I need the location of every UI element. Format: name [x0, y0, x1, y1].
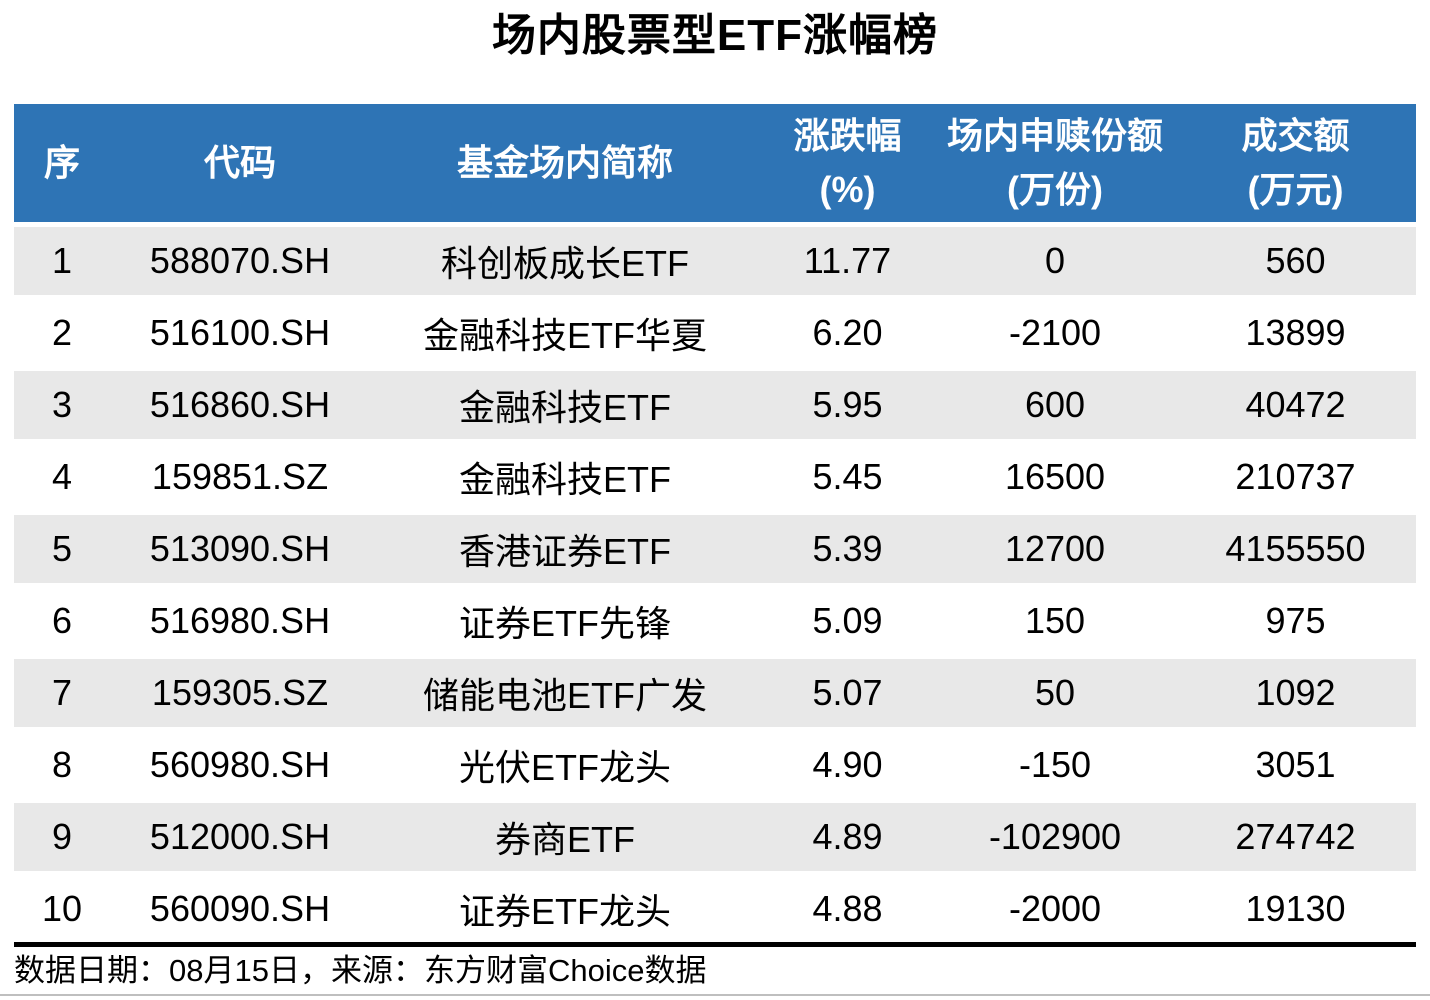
cell-redemption-shares: -102900 [935, 800, 1175, 875]
cell-code: 512000.SH [110, 800, 370, 875]
table-row: 9 512000.SH 券商ETF 4.89 -102900 274742 [14, 800, 1416, 875]
cell-redemption-shares: 150 [935, 584, 1175, 659]
source-note: 数据日期：08月15日，来源：东方财富Choice数据 [14, 953, 707, 988]
table-row: 6 516980.SH 证券ETF先锋 5.09 150 975 [14, 584, 1416, 659]
cell-fund-name: 金融科技ETF [370, 440, 760, 515]
cell-seq: 4 [14, 440, 110, 515]
table-row: 3 516860.SH 金融科技ETF 5.95 600 40472 [14, 368, 1416, 443]
cell-change-pct: 6.20 [760, 296, 935, 371]
cell-change-pct: 4.88 [760, 872, 935, 947]
cell-redemption-shares: -2000 [935, 872, 1175, 947]
cell-redemption-shares: 12700 [935, 512, 1175, 587]
cell-change-pct: 4.90 [760, 728, 935, 803]
cell-seq: 10 [14, 872, 110, 947]
col-header-change-pct: 涨跌幅 (%) [760, 104, 935, 227]
cell-fund-name: 光伏ETF龙头 [370, 728, 760, 803]
etf-ranking-table: 序 代码 基金场内简称 涨跌幅 (%) 场内申赎份额 (万份) 成交额 [14, 104, 1416, 947]
cell-redemption-shares: -2100 [935, 296, 1175, 371]
col-header-fund-name: 基金场内简称 [370, 104, 760, 227]
col-header-change-pct-label: 涨跌幅 [793, 115, 902, 156]
cell-seq: 6 [14, 584, 110, 659]
table-header-row: 序 代码 基金场内简称 涨跌幅 (%) 场内申赎份额 (万份) 成交额 [14, 104, 1416, 227]
cell-change-pct: 5.39 [760, 512, 935, 587]
cell-change-pct: 4.89 [760, 800, 935, 875]
cell-seq: 3 [14, 368, 110, 443]
cell-change-pct: 5.09 [760, 584, 935, 659]
cell-redemption-shares: 0 [935, 224, 1175, 299]
cell-turnover: 4155550 [1175, 512, 1416, 587]
cell-turnover: 13899 [1175, 296, 1416, 371]
col-header-seq-label: 序 [43, 142, 80, 183]
table-row: 2 516100.SH 金融科技ETF华夏 6.20 -2100 13899 [14, 296, 1416, 371]
bottom-rule [0, 994, 1430, 996]
cell-fund-name: 金融科技ETF [370, 368, 760, 443]
table-row: 4 159851.SZ 金融科技ETF 5.45 16500 210737 [14, 440, 1416, 515]
table-row: 8 560980.SH 光伏ETF龙头 4.90 -150 3051 [14, 728, 1416, 803]
table-row: 7 159305.SZ 储能电池ETF广发 5.07 50 1092 [14, 656, 1416, 731]
col-header-fund-name-label: 基金场内简称 [456, 142, 673, 183]
cell-fund-name: 券商ETF [370, 800, 760, 875]
cell-code: 159851.SZ [110, 440, 370, 515]
col-header-change-pct-unit: (%) [819, 169, 876, 210]
col-header-turnover: 成交额 (万元) [1175, 104, 1416, 227]
table-header: 序 代码 基金场内简称 涨跌幅 (%) 场内申赎份额 (万份) 成交额 [14, 104, 1416, 227]
cell-redemption-shares: 600 [935, 368, 1175, 443]
page-title: 场内股票型ETF涨幅榜 [491, 11, 939, 60]
cell-turnover: 1092 [1175, 656, 1416, 731]
table-row: 1 588070.SH 科创板成长ETF 11.77 0 560 [14, 224, 1416, 299]
cell-fund-name: 金融科技ETF华夏 [370, 296, 760, 371]
cell-seq: 5 [14, 512, 110, 587]
cell-code: 516980.SH [110, 584, 370, 659]
col-header-turnover-label: 成交额 [1241, 115, 1350, 156]
cell-code: 560980.SH [110, 728, 370, 803]
table-row: 10 560090.SH 证券ETF龙头 4.88 -2000 19130 [14, 872, 1416, 947]
cell-code: 560090.SH [110, 872, 370, 947]
cell-change-pct: 5.07 [760, 656, 935, 731]
cell-redemption-shares: 50 [935, 656, 1175, 731]
cell-turnover: 274742 [1175, 800, 1416, 875]
table-body: 1 588070.SH 科创板成长ETF 11.77 0 560 2 516100.SH 金融科… [14, 224, 1416, 947]
col-header-redemption-shares-label: 场内申赎份额 [946, 115, 1163, 156]
cell-seq: 2 [14, 296, 110, 371]
cell-seq: 7 [14, 656, 110, 731]
col-header-code: 代码 [110, 104, 370, 227]
footer-divider [14, 942, 1416, 947]
cell-turnover: 3051 [1175, 728, 1416, 803]
cell-code: 516100.SH [110, 296, 370, 371]
cell-seq: 8 [14, 728, 110, 803]
cell-code: 588070.SH [110, 224, 370, 299]
cell-change-pct: 5.95 [760, 368, 935, 443]
cell-seq: 1 [14, 224, 110, 299]
cell-fund-name: 科创板成长ETF [370, 224, 760, 299]
cell-redemption-shares: -150 [935, 728, 1175, 803]
cell-turnover: 975 [1175, 584, 1416, 659]
cell-seq: 9 [14, 800, 110, 875]
cell-turnover: 210737 [1175, 440, 1416, 515]
cell-redemption-shares: 16500 [935, 440, 1175, 515]
col-header-turnover-unit: (万元) [1247, 169, 1344, 210]
cell-fund-name: 香港证券ETF [370, 512, 760, 587]
cell-fund-name: 证券ETF龙头 [370, 872, 760, 947]
col-header-code-label: 代码 [203, 142, 276, 183]
cell-fund-name: 证券ETF先锋 [370, 584, 760, 659]
cell-turnover: 40472 [1175, 368, 1416, 443]
col-header-redemption-shares: 场内申赎份额 (万份) [935, 104, 1175, 227]
cell-turnover: 560 [1175, 224, 1416, 299]
cell-change-pct: 11.77 [760, 224, 935, 299]
cell-change-pct: 5.45 [760, 440, 935, 515]
col-header-seq: 序 [14, 104, 110, 227]
table-row: 5 513090.SH 香港证券ETF 5.39 12700 4155550 [14, 512, 1416, 587]
col-header-redemption-shares-unit: (万份) [1007, 169, 1103, 210]
cell-code: 516860.SH [110, 368, 370, 443]
cell-fund-name: 储能电池ETF广发 [370, 656, 760, 731]
cell-code: 513090.SH [110, 512, 370, 587]
cell-turnover: 19130 [1175, 872, 1416, 947]
cell-code: 159305.SZ [110, 656, 370, 731]
